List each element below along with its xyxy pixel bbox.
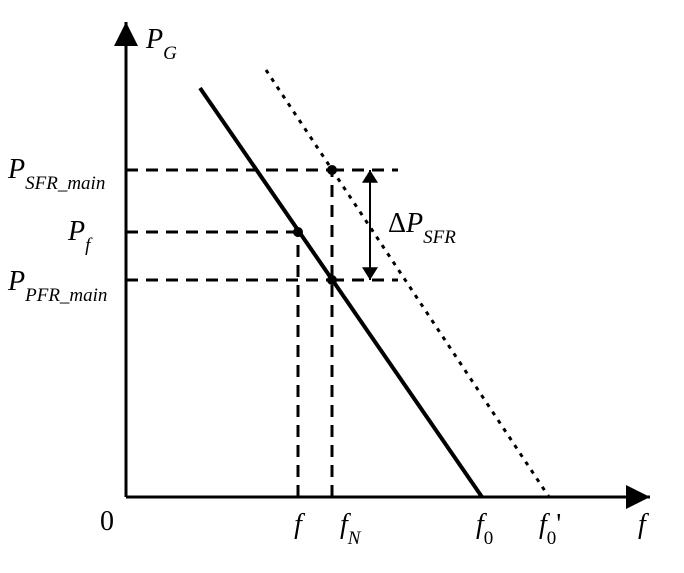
- droop-diagram: 0PGfPSFR_mainPfPPFR_mainΔPSFRffNf0f0': [0, 0, 684, 573]
- svg-text:0: 0: [100, 506, 114, 537]
